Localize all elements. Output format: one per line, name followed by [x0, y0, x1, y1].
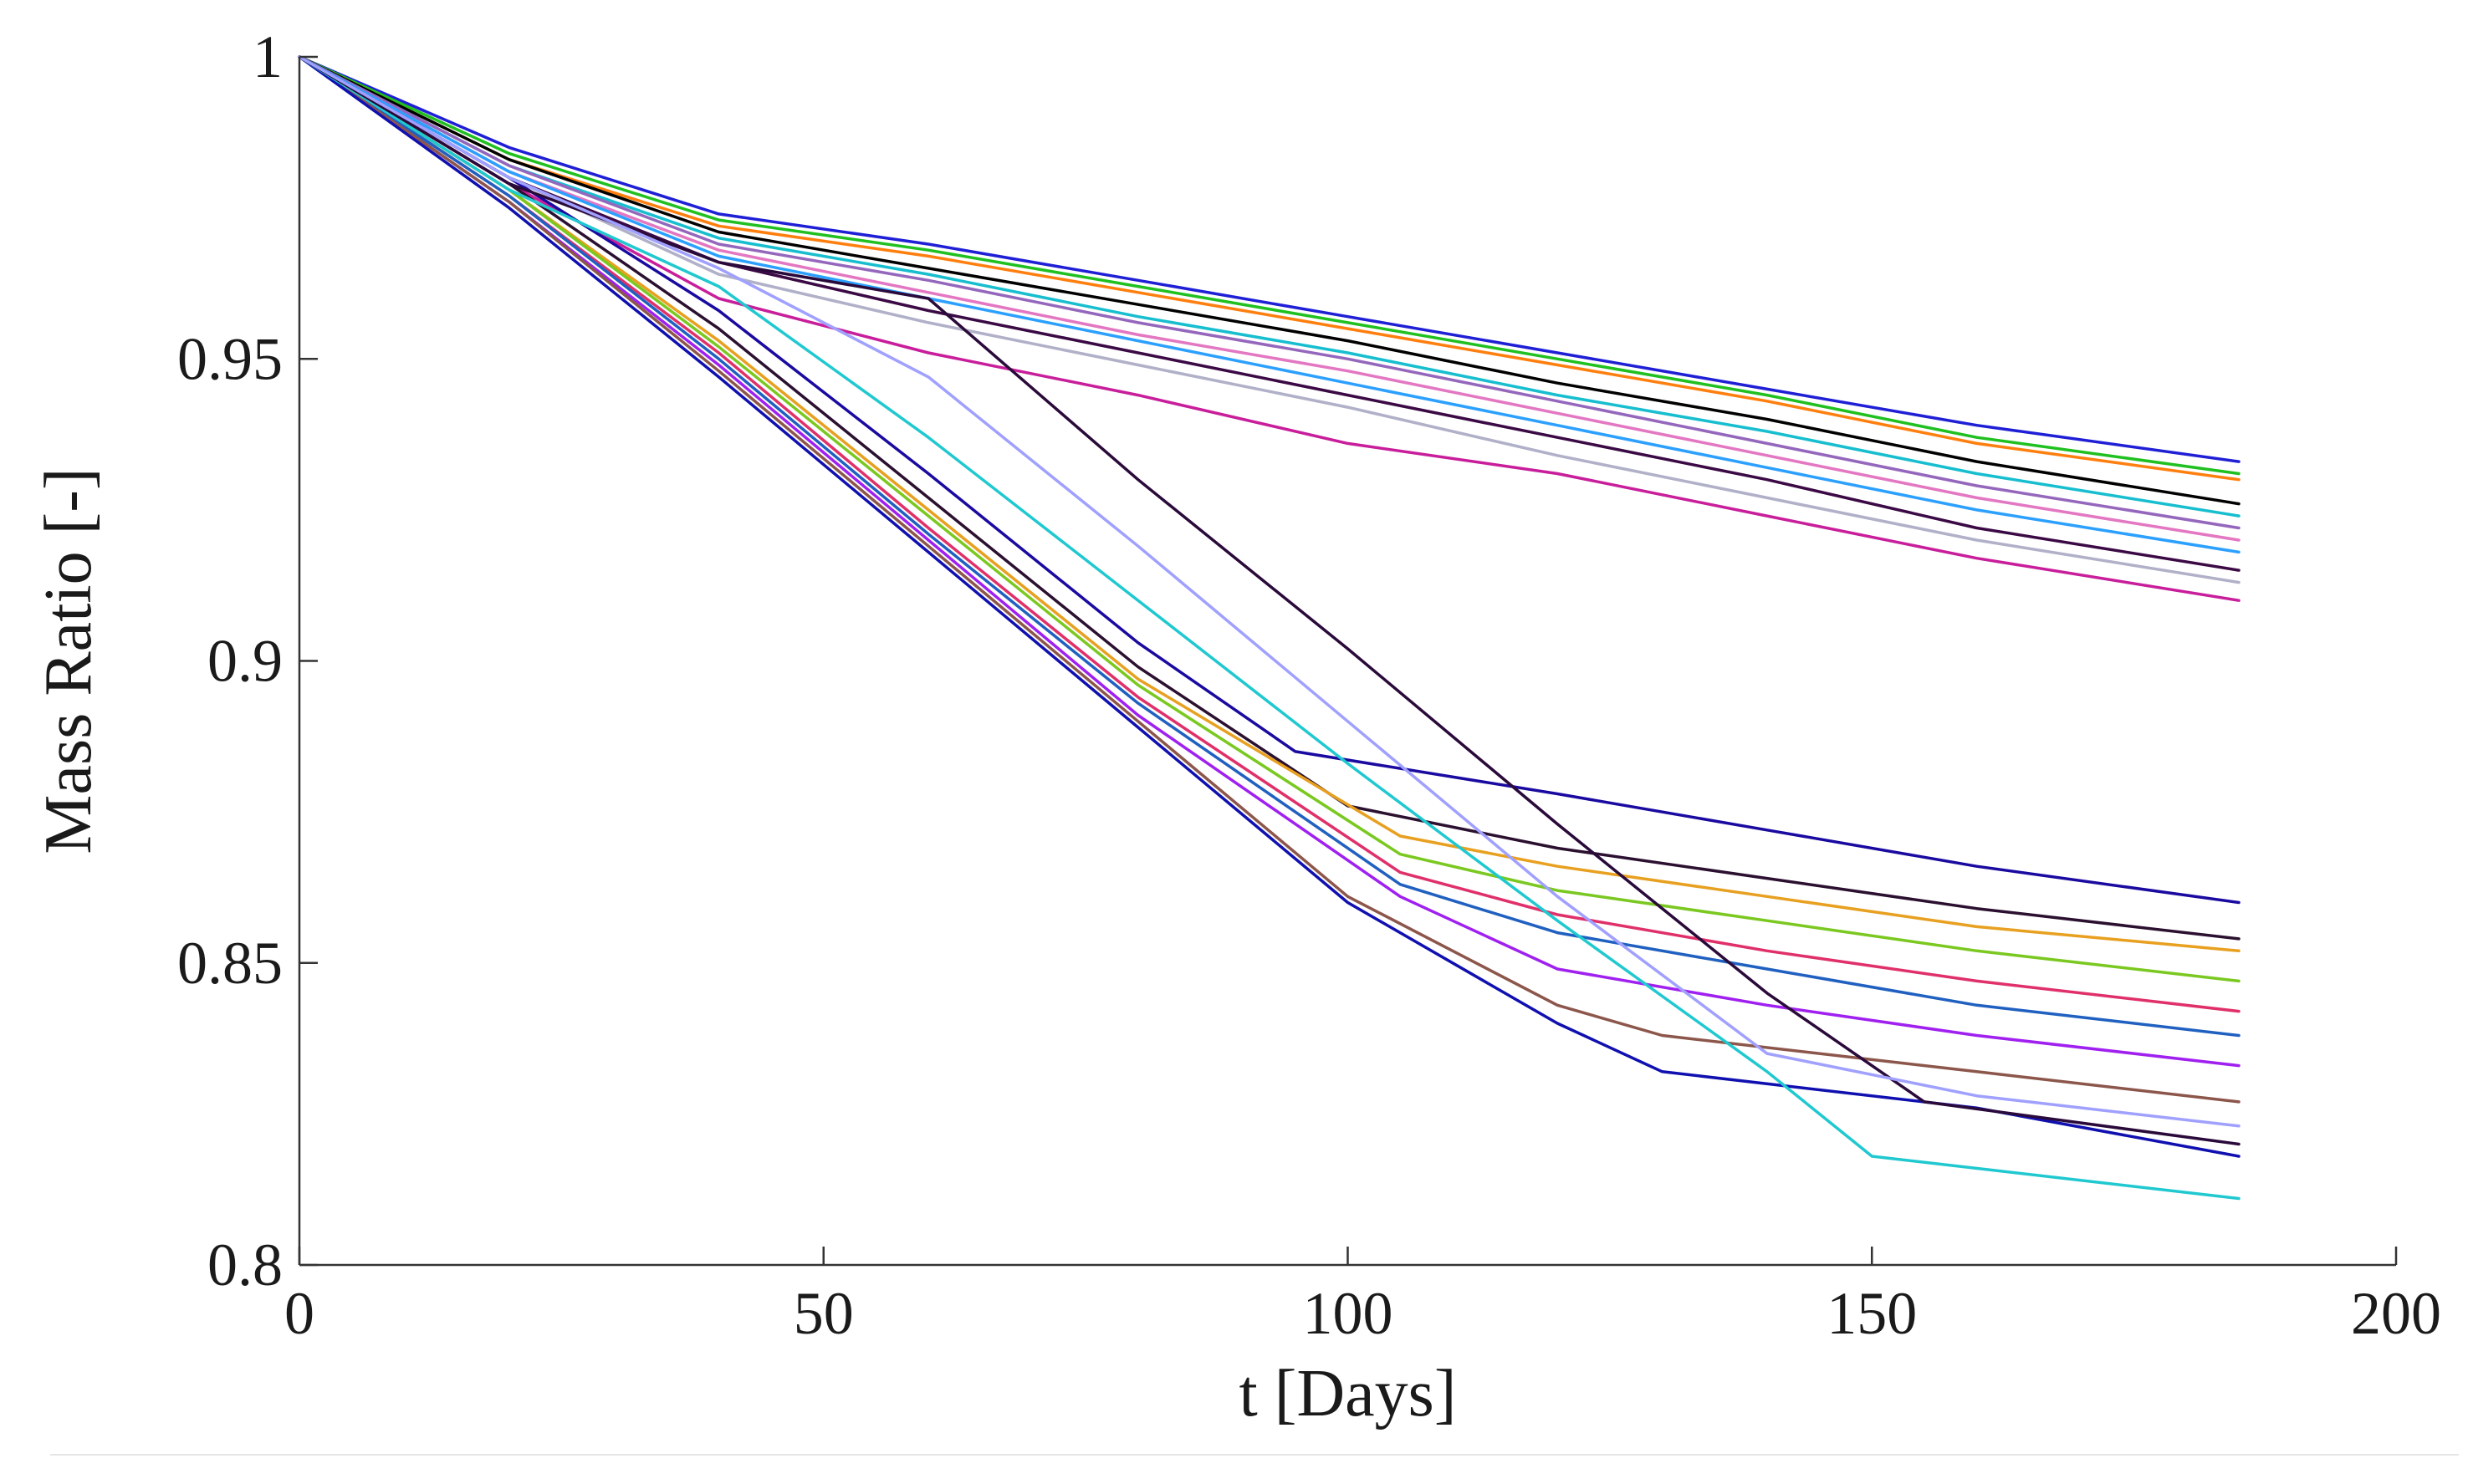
series-line-s14	[298, 55, 2241, 953]
series-line-s15	[298, 55, 2241, 983]
series-line-s18	[298, 55, 2241, 1068]
series-line-s16	[298, 55, 2241, 1013]
series-line-s23	[298, 55, 2241, 1128]
series-line-s06	[298, 55, 2241, 530]
y-tick-label: 0.95	[177, 325, 283, 392]
y-axis-title: Mass Ratio [-]	[32, 467, 105, 854]
series-line-s19	[298, 55, 2241, 1104]
series-line-s01	[298, 55, 2241, 463]
series-line-s09	[298, 55, 2241, 572]
x-axis-title: t [Days]	[1239, 1357, 1457, 1430]
axes	[298, 55, 2398, 1267]
y-tick-label: 0.85	[177, 930, 283, 997]
y-tick-label: 0.8	[207, 1232, 283, 1298]
series-line-s08	[298, 55, 2241, 554]
x-tick-label: 150	[1827, 1280, 1917, 1347]
series-line-s04	[298, 55, 2241, 506]
series-line-s21	[298, 55, 2241, 1201]
x-tick-label: 200	[2351, 1280, 2441, 1347]
series-line-s07	[298, 55, 2241, 542]
series-line-s12	[298, 55, 2241, 905]
x-tick-label: 0	[284, 1280, 314, 1347]
series-layer	[298, 55, 2241, 1201]
x-tick-label: 50	[794, 1280, 854, 1347]
series-line-s22	[298, 55, 2241, 1146]
series-line-s11	[298, 55, 2241, 602]
tick-labels: 0 50 100 150 200 0.8 0.85 0.9 0.95 1	[177, 23, 2441, 1347]
series-line-s10	[298, 55, 2241, 584]
series-line-s05	[298, 55, 2241, 518]
series-line-s02	[298, 55, 2241, 476]
y-tick-label: 1	[253, 23, 283, 90]
series-line-s03	[298, 55, 2241, 482]
series-line-s13	[298, 55, 2241, 941]
series-line-s17	[298, 55, 2241, 1038]
series-line-s20	[298, 55, 2241, 1158]
x-tick-label: 100	[1303, 1280, 1393, 1347]
y-tick-label: 0.9	[207, 628, 283, 695]
